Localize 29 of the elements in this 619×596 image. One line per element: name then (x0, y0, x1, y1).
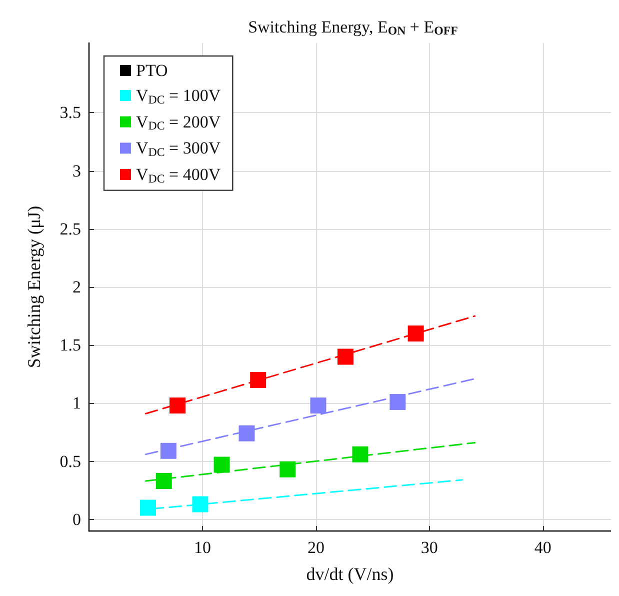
y-tick-label: 3.5 (60, 103, 81, 122)
point (160, 442, 176, 459)
point (170, 398, 186, 414)
y-tick-label: 3 (72, 161, 81, 180)
point (310, 398, 326, 414)
y-tick-label: 1 (72, 394, 81, 413)
y-tick-label: 2.5 (60, 219, 81, 238)
y-axis-title: Switching Energy (μJ) (24, 206, 44, 368)
point (352, 446, 368, 462)
y-tick-label: 0 (72, 510, 81, 529)
x-tick-label: 20 (307, 538, 324, 557)
legend-label: PTO (136, 61, 168, 80)
point (280, 461, 296, 478)
point (156, 473, 172, 490)
point (238, 425, 255, 442)
point (192, 496, 208, 512)
point (214, 456, 230, 473)
x-tick-label: 40 (534, 538, 552, 557)
point (140, 500, 156, 516)
y-tick-label: 0.5 (60, 452, 81, 471)
y-tick-label: 2 (72, 278, 81, 296)
point (408, 325, 424, 342)
y-tick-label: 1.5 (60, 336, 81, 355)
point (337, 348, 354, 365)
point (390, 394, 406, 410)
x-tick-label: 10 (194, 538, 211, 557)
x-tick-label: 30 (420, 538, 438, 557)
point (250, 372, 266, 388)
x-axis-title: dv/dt (V/ns) (306, 564, 394, 584)
